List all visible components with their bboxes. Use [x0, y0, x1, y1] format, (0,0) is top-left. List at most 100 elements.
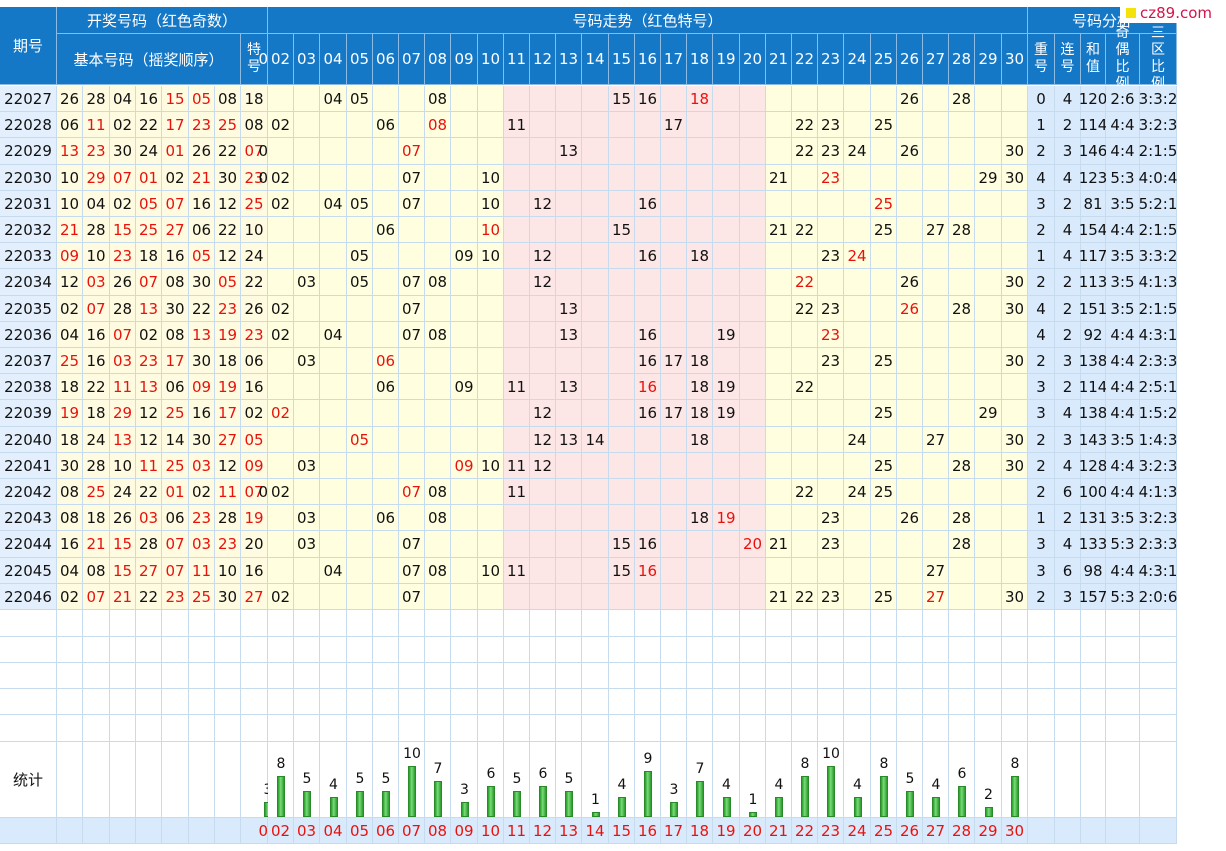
trend-hit-cell: 23: [818, 296, 844, 322]
blank-cell: [687, 610, 713, 637]
frequency-bar: [513, 791, 521, 817]
trend-empty-cell: [844, 348, 871, 374]
zone-cell: 3:2:3: [1139, 112, 1177, 138]
trend-empty-cell: [425, 191, 451, 217]
trend-empty-cell: [766, 374, 792, 400]
basic-number-cell: 22: [215, 217, 241, 243]
trend-empty-cell: [582, 558, 609, 584]
trend-empty-cell: [949, 269, 975, 296]
trend-empty-cell: [687, 269, 713, 296]
issue-cell: 22031: [0, 191, 57, 217]
col-header-number: 29: [975, 34, 1002, 85]
basic-number-cell: 07: [83, 584, 110, 610]
col-header-number: 07: [399, 34, 425, 85]
trend-empty-cell: [923, 374, 949, 400]
trend-empty-cell: [530, 348, 556, 374]
blank-cell: [844, 663, 871, 689]
trend-empty-cell: [844, 584, 871, 610]
blank-cell: [661, 689, 687, 715]
consec-cell: 3: [1055, 348, 1081, 374]
trend-empty-cell: [373, 269, 399, 296]
frequency-bar: [565, 791, 573, 817]
blank-cell: [923, 637, 949, 663]
frequency-bar-label: 4: [774, 777, 784, 793]
trend-empty-cell: [844, 531, 871, 558]
trend-hit-cell: 03: [294, 453, 320, 479]
stats-empty-cell: [1106, 742, 1140, 818]
trend-hit-cell: 25: [871, 453, 897, 479]
repeat-cell: 2: [1028, 348, 1055, 374]
trend-empty-cell: [923, 400, 949, 427]
sum-cell: 120: [1079, 86, 1107, 112]
sum-cell: 138: [1079, 400, 1107, 427]
col-header-number: 26: [897, 34, 923, 85]
special-number-cell: 22: [241, 269, 268, 296]
trend-hit-cell: 05: [347, 191, 373, 217]
frequency-bar: [329, 797, 338, 817]
trend-empty-cell: [399, 427, 425, 453]
consec-cell: 4: [1055, 165, 1081, 191]
blank-cell: [897, 637, 923, 663]
blank-cell: [373, 610, 399, 637]
basic-number-cell: 10: [57, 191, 83, 217]
basic-number-cell: 28: [215, 505, 241, 531]
site-logo[interactable]: cz89.com: [1120, 3, 1226, 23]
special-number-cell: 26: [241, 296, 268, 322]
trend-empty-cell: [949, 558, 975, 584]
trend-empty-cell: [373, 558, 399, 584]
trend-hit-cell: 16: [635, 243, 661, 269]
frequency-bar: [827, 766, 835, 817]
blank-cell: [1002, 689, 1028, 715]
trend-hit-cell: 07: [399, 558, 425, 584]
blank-cell: [766, 610, 792, 637]
blank-cell: [136, 689, 162, 715]
basic-number-cell: 08: [83, 558, 110, 584]
basic-number-cell: 24: [110, 479, 136, 505]
trend-hit-cell: 21: [766, 217, 792, 243]
trend-hit-cell: 07: [399, 531, 425, 558]
blank-cell: [1081, 715, 1106, 742]
trend-empty-cell: [478, 400, 504, 427]
axis-number-label: 29: [975, 818, 1002, 844]
trend-empty-cell: [294, 427, 320, 453]
trend-hit-cell: 30: [1002, 427, 1028, 453]
blank-cell: [582, 610, 609, 637]
trend-empty-cell: [740, 165, 766, 191]
logo-square-icon: [1126, 8, 1136, 18]
trend-empty-cell: [635, 584, 661, 610]
basic-number-cell: 08: [162, 269, 189, 296]
trend-empty-cell: [844, 112, 871, 138]
trend-empty-cell: [609, 112, 635, 138]
special-number-cell: 25: [241, 191, 268, 217]
trend-hit-cell: 22: [792, 112, 818, 138]
basic-number-cell: 03: [189, 531, 215, 558]
trend-empty-cell: [818, 191, 844, 217]
trend-empty-cell: [687, 479, 713, 505]
blank-cell: [215, 715, 241, 742]
basic-number-cell: 11: [136, 453, 162, 479]
frequency-bar: [382, 791, 390, 817]
trend-special-cell: 20: [740, 531, 766, 558]
trend-empty-cell: [373, 400, 399, 427]
blank-cell: [0, 610, 57, 637]
trend-empty-cell: [556, 86, 582, 112]
special-number-cell: 18: [241, 86, 268, 112]
trend-hit-cell: 15: [609, 558, 635, 584]
trend-hit-cell: 27: [923, 427, 949, 453]
trend-empty-cell: [478, 505, 504, 531]
trend-empty-cell: [320, 505, 347, 531]
frequency-bar: [984, 807, 993, 817]
trend-hit-cell: 02: [268, 191, 294, 217]
trend-special-cell: 23: [818, 322, 844, 348]
trend-empty-cell: [687, 558, 713, 584]
basic-number-cell: 06: [162, 505, 189, 531]
basic-number-cell: 23: [215, 531, 241, 558]
basic-number-cell: 09: [57, 243, 83, 269]
frequency-bar-label: 10: [403, 746, 421, 762]
trend-empty-cell: [1002, 558, 1028, 584]
axis-empty-cell: [162, 818, 189, 844]
trend-empty-cell: [294, 558, 320, 584]
trend-empty-cell: [451, 165, 478, 191]
sum-cell: 113: [1079, 269, 1107, 296]
blank-cell: [530, 689, 556, 715]
